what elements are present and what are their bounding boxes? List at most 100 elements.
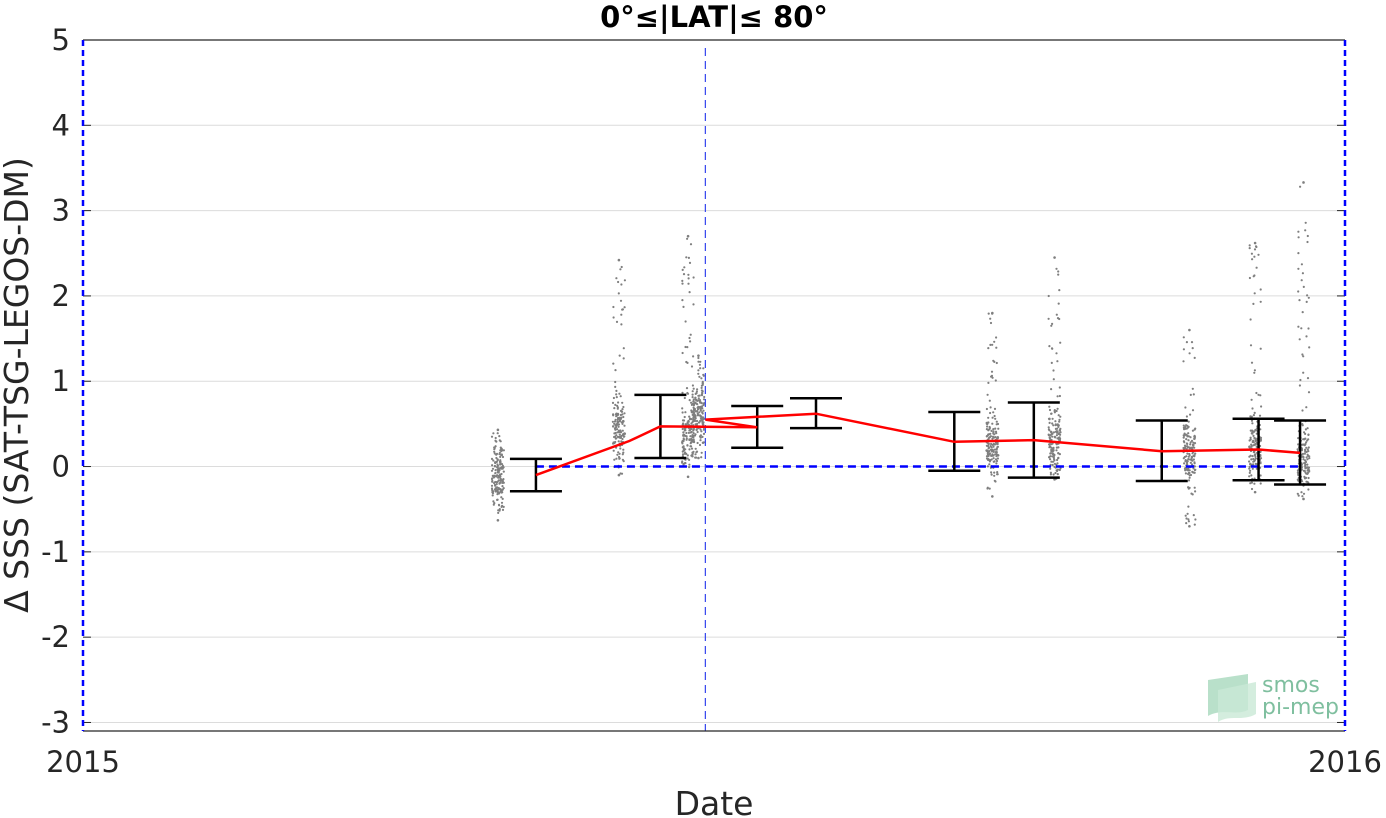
scatter-point	[991, 422, 994, 425]
scatter-point	[683, 415, 686, 419]
scatter-point	[500, 496, 503, 499]
scatter-point	[1304, 229, 1307, 232]
scatter-point	[1047, 428, 1050, 431]
scatter-point	[694, 396, 697, 399]
scatter-point	[697, 360, 700, 363]
scatter-point	[620, 472, 624, 475]
scatter-point	[615, 320, 619, 323]
scatter-point	[993, 448, 997, 451]
scatter-point	[1050, 460, 1053, 463]
scatter-point	[616, 404, 619, 407]
scatter-point	[994, 427, 997, 430]
scatter-point	[1249, 318, 1252, 321]
scatter-point	[1049, 473, 1052, 476]
scatter-point	[1308, 346, 1311, 349]
scatter-point	[1056, 462, 1059, 465]
scatter-point	[996, 422, 1000, 426]
scatter-point	[1255, 429, 1258, 432]
scatter-point	[621, 422, 624, 425]
scatter-point	[491, 474, 494, 477]
scatter-point	[993, 474, 996, 477]
scatter-point	[682, 273, 686, 276]
scatter-point	[1297, 473, 1300, 476]
scatter-point	[622, 415, 625, 419]
scatter-point	[612, 449, 615, 452]
scatter-point	[1248, 475, 1251, 478]
scatter-point	[692, 303, 695, 306]
scatter-point	[496, 518, 500, 522]
scatter-point	[614, 380, 617, 384]
scatter-point	[990, 473, 993, 476]
scatter-point	[691, 384, 695, 387]
scatter-point	[1304, 221, 1307, 224]
scatter-point	[1250, 361, 1254, 364]
scatter-point	[621, 401, 624, 404]
scatter-point	[1058, 289, 1061, 292]
scatter-point	[1194, 427, 1197, 430]
scatter-point	[1190, 439, 1194, 442]
scatter-point	[1302, 492, 1306, 495]
scatter-point	[502, 481, 505, 484]
scatter-point	[492, 432, 495, 435]
scatter-point	[991, 376, 994, 379]
scatter-point	[992, 450, 995, 453]
scatter-point	[1194, 452, 1197, 455]
scatter-point	[993, 433, 996, 436]
scatter-point	[991, 311, 994, 315]
scatter-point	[1302, 458, 1305, 461]
scatter-point	[1253, 430, 1256, 433]
scatter-point	[698, 375, 701, 378]
scatter-point	[1296, 478, 1299, 481]
scatter-point	[682, 419, 686, 422]
scatter-point	[685, 387, 689, 390]
scatter-point	[1059, 427, 1062, 430]
scatter-point	[1248, 471, 1251, 474]
scatter-point	[1053, 256, 1056, 259]
smos-pi-mep-logo: smos pi-mep	[1208, 673, 1339, 722]
scatter-point	[1301, 311, 1304, 314]
scatter-point	[1301, 272, 1304, 275]
scatter-point	[496, 428, 500, 432]
scatter-point	[1254, 442, 1257, 445]
scatter-point	[693, 418, 696, 421]
scatter-point	[1057, 425, 1060, 428]
scatter-point	[687, 419, 690, 423]
scatter-point	[993, 414, 996, 418]
scatter-point	[688, 291, 691, 294]
scatter-point	[698, 443, 702, 447]
scatter-point	[1248, 467, 1251, 470]
scatter-point	[1248, 276, 1251, 280]
scatter-point	[692, 429, 695, 432]
scatter-point	[691, 396, 694, 399]
scatter-point	[1187, 520, 1190, 523]
scatter-point	[1307, 446, 1310, 449]
scatter-point	[1058, 317, 1061, 321]
scatter-point	[681, 442, 684, 445]
scatter-point	[690, 401, 693, 404]
scatter-point	[695, 428, 698, 431]
scatter-point	[1185, 522, 1188, 525]
scatter-point	[686, 237, 689, 240]
scatter-point	[1193, 465, 1196, 468]
scatter-point	[620, 440, 623, 443]
scatter-point	[682, 463, 685, 466]
scatter-point	[620, 323, 623, 326]
scatter-point	[494, 490, 497, 493]
scatter-point	[995, 455, 998, 458]
scatter-point	[1192, 443, 1195, 446]
y-tick-label: 4	[52, 108, 70, 142]
scatter-point	[691, 434, 694, 437]
scatter-point	[619, 417, 623, 420]
scatter-point	[1307, 488, 1310, 491]
y-tick-label: 1	[52, 364, 70, 398]
scatter-point	[1259, 457, 1263, 460]
scatter-point	[1297, 236, 1300, 239]
scatter-point	[617, 292, 620, 295]
scatter-point	[1249, 454, 1252, 457]
scatter-point	[687, 256, 691, 259]
scatter-point	[1304, 448, 1307, 451]
scatter-point	[1306, 377, 1310, 380]
scatter-point	[1053, 459, 1056, 462]
scatter-point	[702, 432, 706, 435]
scatter-point	[623, 424, 626, 427]
